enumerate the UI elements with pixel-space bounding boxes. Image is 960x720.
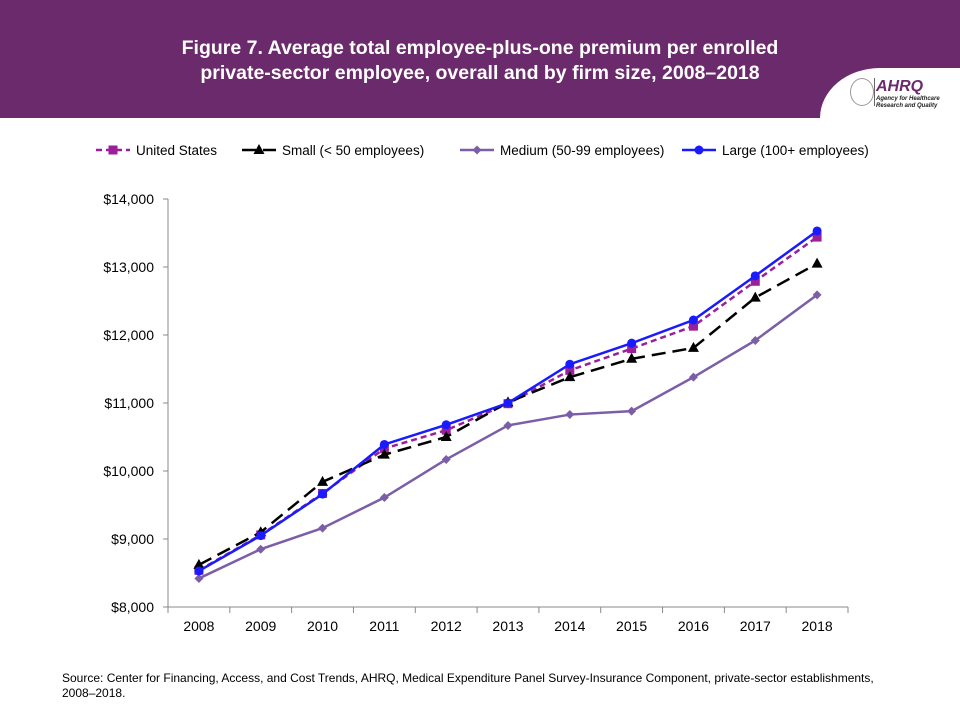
title-line-2: private-sector employee, overall and by … [200,62,760,84]
legend-label: Medium (50-99 employees) [500,143,664,158]
legend-marker [253,144,265,154]
data-point [379,493,389,503]
data-point [441,420,451,430]
y-tick-label: $14,000 [103,191,154,207]
series-triangle [193,257,823,569]
legend-marker [108,145,118,155]
chart-title: Figure 7. Average total employee-plus-on… [0,36,960,86]
data-point [627,406,637,416]
data-point [812,226,822,236]
y-tick-label: $9,000 [111,531,154,547]
data-point [627,338,637,348]
data-point [750,276,760,286]
series-line [198,293,818,580]
data-point [749,291,761,302]
data-point [256,544,266,554]
y-tick-label: $12,000 [103,327,154,343]
data-point [565,359,575,369]
axes: $8,000 $9,000 $10,000 $11,000 $12,000 $13,000… [103,191,849,634]
y-tick-label: $8,000 [111,599,154,615]
data-point [378,448,390,459]
data-point [688,321,698,331]
data-point [194,573,204,583]
logo-subtitle: Agency for Healthcare Research and Qualit… [876,96,940,109]
x-tick-label: 2015 [616,618,647,634]
data-point [565,410,575,420]
legend-item: United States [96,143,217,158]
legend-label: United States [136,143,217,158]
hhs-eagle-icon [850,78,874,106]
legend-item: Medium (50-99 employees) [460,143,664,158]
data-point [811,257,823,268]
data-point [317,475,329,486]
x-tick-label: 2014 [554,618,585,634]
data-point [379,439,389,449]
x-tick-label: 2012 [431,618,462,634]
legend-item: Large (100+ employees) [682,143,869,158]
data-point [318,489,328,499]
data-point [626,352,638,363]
data-point [627,344,637,354]
data-point [441,454,451,464]
data-point [318,523,328,533]
data-point [687,341,699,352]
data-point [256,531,266,541]
data-point [750,271,760,281]
legend: United States Small (< 50 employees) Mediu… [96,143,869,158]
series-line [198,262,818,566]
data-point [564,371,576,382]
data-point [812,290,822,300]
x-tick-label: 2009 [245,618,276,634]
data-point [194,566,204,576]
series [193,226,823,583]
series-diamond [194,290,822,583]
x-tick-label: 2008 [183,618,214,634]
data-point [688,372,698,382]
data-point [812,232,822,242]
data-point [441,425,451,435]
header-banner: Figure 7. Average total employee-plus-on… [0,0,960,118]
y-tick-label: $11,000 [104,395,154,411]
legend-label: Small (< 50 employees) [282,143,424,158]
data-point [193,558,205,569]
title-line-1: Figure 7. Average total employee-plus-on… [181,37,779,59]
x-tick-label: 2017 [740,618,771,634]
x-tick-label: 2010 [307,618,338,634]
x-tick-label: 2018 [802,618,833,634]
x-tick-label: 2016 [678,618,709,634]
data-point [688,315,698,325]
legend-label: Large (100+ employees) [722,143,869,158]
data-point [503,398,513,408]
x-tick-label: 2013 [492,618,523,634]
data-point [503,420,513,430]
line-chart: United States Small (< 50 employees) Mediu… [96,143,869,634]
data-point [565,365,575,375]
source-note: Source: Center for Financing, Access, an… [62,671,874,700]
logo-text: AHRQ [876,78,924,95]
y-tick-label: $10,000 [103,463,154,479]
legend-item: Small (< 50 employees) [242,143,424,158]
legend-marker [472,145,482,155]
data-point [440,431,452,441]
series-circle [194,226,822,576]
data-point [750,335,760,345]
x-tick-label: 2011 [369,618,399,634]
y-tick-label: $13,000 [103,259,154,275]
legend-marker [694,145,704,155]
